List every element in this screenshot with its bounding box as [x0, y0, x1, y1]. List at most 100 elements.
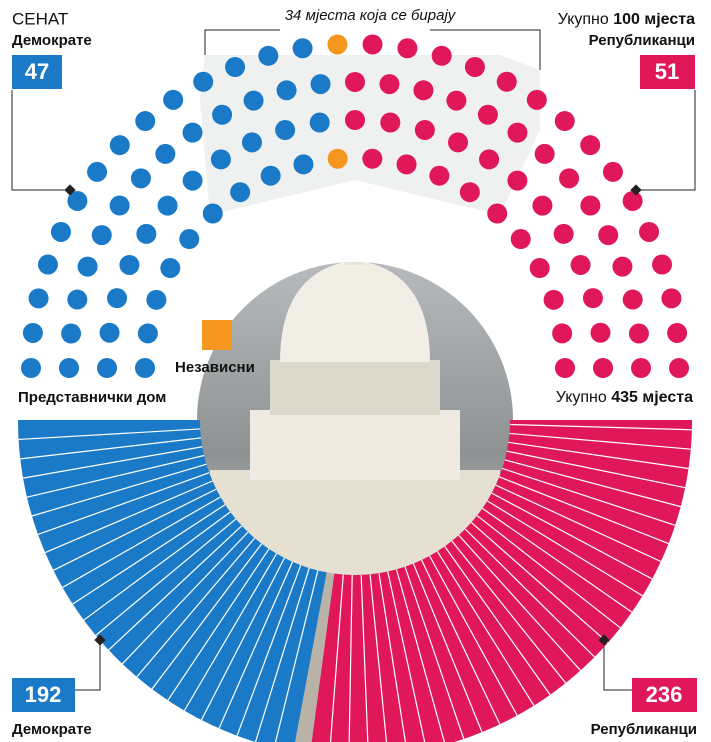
seat: [277, 80, 297, 100]
seat: [612, 257, 632, 277]
seat: [507, 171, 527, 191]
seat: [590, 323, 610, 343]
seat: [225, 57, 245, 77]
connector: [604, 640, 632, 690]
seat: [527, 90, 547, 110]
seat: [119, 255, 139, 275]
seat: [460, 182, 480, 202]
total-suffix: мјеста: [642, 389, 693, 406]
senate-title: СЕНАТ: [12, 9, 68, 28]
seat: [183, 171, 203, 191]
seat: [631, 358, 651, 378]
house-title: Представнички дом: [18, 389, 166, 406]
seat: [559, 168, 579, 188]
senate-dem-value: 47: [25, 59, 49, 84]
seat: [51, 222, 71, 242]
seat: [155, 144, 175, 164]
seat: [293, 154, 313, 174]
seat: [275, 120, 295, 140]
total-value: 435: [611, 389, 638, 406]
seat: [38, 255, 58, 275]
senate-rep-value: 51: [655, 59, 679, 84]
seat: [432, 46, 452, 66]
seat: [544, 290, 564, 310]
seat: [497, 72, 517, 92]
seat: [107, 288, 127, 308]
connector: [75, 640, 100, 690]
seat: [193, 72, 213, 92]
seat: [652, 255, 672, 275]
seat: [100, 323, 120, 343]
seat: [487, 203, 507, 223]
connector: [636, 90, 695, 190]
seat: [345, 72, 365, 92]
seat: [362, 149, 382, 169]
elected-count: 34: [285, 7, 302, 24]
total-prefix: Укупно: [558, 11, 609, 28]
seat: [507, 123, 527, 143]
seat: [293, 38, 313, 58]
seat: [629, 324, 649, 344]
seat: [163, 90, 183, 110]
house-dem-value: 192: [25, 682, 62, 707]
seat: [555, 358, 575, 378]
seat: [328, 149, 348, 169]
connector: [12, 90, 70, 190]
senate-dem-label: Демократе: [12, 32, 92, 49]
seat: [21, 358, 41, 378]
seat: [555, 111, 575, 131]
seat: [327, 34, 347, 54]
seat: [479, 149, 499, 169]
seat: [593, 358, 613, 378]
total-value: 100: [613, 11, 640, 28]
seat: [160, 258, 180, 278]
seat: [661, 288, 681, 308]
seat: [667, 323, 687, 343]
seat: [669, 358, 689, 378]
house-dem-label: Демократе: [12, 721, 92, 738]
seat: [311, 74, 331, 94]
seat: [183, 123, 203, 143]
seat: [397, 38, 417, 58]
seat: [415, 120, 435, 140]
seat: [598, 225, 618, 245]
seat: [87, 162, 107, 182]
senate-total: Укупно 100 мјеста: [558, 11, 695, 28]
seat: [465, 57, 485, 77]
seat: [244, 91, 264, 111]
house-rep-value: 236: [646, 682, 683, 707]
seat: [379, 74, 399, 94]
seat: [67, 290, 87, 310]
seat: [571, 255, 591, 275]
seat: [78, 257, 98, 277]
seat: [23, 323, 43, 343]
seat: [261, 166, 281, 186]
seat: [110, 196, 130, 216]
seat: [580, 196, 600, 216]
seat: [413, 80, 433, 100]
seat: [623, 191, 643, 211]
seat: [583, 288, 603, 308]
seat: [110, 135, 130, 155]
seat: [135, 358, 155, 378]
elected-text: мјеста која се бирају: [306, 7, 457, 24]
total-suffix: мјеста: [644, 11, 695, 28]
seat: [448, 132, 468, 152]
seat: [552, 323, 572, 343]
seat: [446, 91, 466, 111]
seat: [363, 34, 383, 54]
total-prefix: Укупно: [556, 389, 607, 406]
independent-swatch: [202, 320, 232, 350]
seat: [535, 144, 555, 164]
seat: [203, 203, 223, 223]
seat: [146, 290, 166, 310]
seat: [179, 229, 199, 249]
seat: [158, 196, 178, 216]
senate-rep-label: Републиканци: [589, 32, 695, 49]
house-total: Укупно 435 мјеста: [556, 389, 693, 406]
seat: [345, 110, 365, 130]
seat: [603, 162, 623, 182]
elected-label: 34 мјеста која се бирају: [285, 7, 457, 24]
seat: [211, 149, 231, 169]
seat: [258, 46, 278, 66]
